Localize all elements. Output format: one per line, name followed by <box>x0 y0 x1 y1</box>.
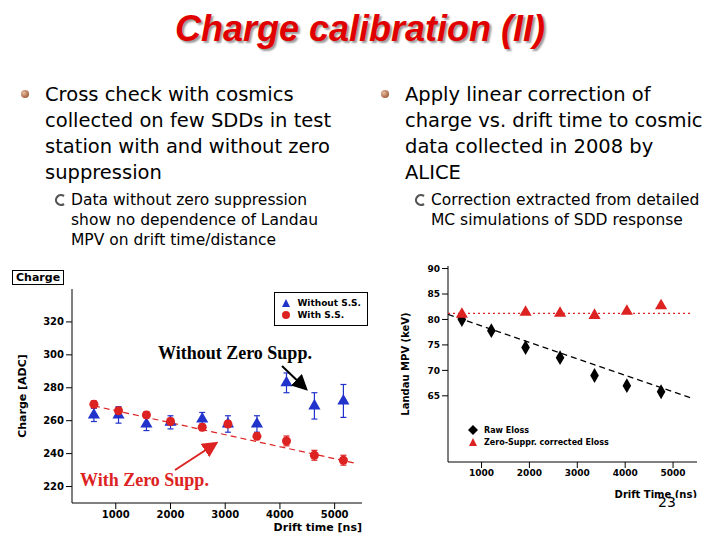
svg-text:320: 320 <box>43 316 64 327</box>
svg-text:2000: 2000 <box>517 468 542 478</box>
html-text:With Zero Supp.: With Zero Supp. <box>80 470 209 490</box>
svg-text:220: 220 <box>43 481 64 492</box>
svg-text:1000: 1000 <box>102 509 130 520</box>
html-text:Without Zero Supp.: Without Zero Supp. <box>158 343 312 363</box>
html-text:Data without zero suppression: Data without zero suppression show no de… <box>71 191 318 249</box>
svg-text:3000: 3000 <box>565 468 590 478</box>
svg-text:2000: 2000 <box>157 509 185 520</box>
svg-text:4000: 4000 <box>266 509 294 520</box>
html-text:Without S.S.: Without S.S. <box>297 298 361 308</box>
html-text:Raw Eloss: Raw Eloss <box>484 425 529 435</box>
svg-text:75: 75 <box>427 340 440 350</box>
svg-text:260: 260 <box>43 415 64 426</box>
html-text:Apply linear correction of cha: Apply linear correction of charge vs. dr… <box>405 83 703 184</box>
svg-text:Drift Time (ns): Drift Time (ns) <box>615 489 697 498</box>
svg-text:65: 65 <box>427 391 440 401</box>
html-text:Charge: Charge <box>16 271 61 284</box>
svg-text:300: 300 <box>43 349 64 360</box>
svg-text:Charge [ADC]: Charge [ADC] <box>16 354 29 438</box>
html-text:Charge calibration (II): Charge calibration (II) <box>175 8 545 49</box>
svg-text:4000: 4000 <box>613 468 638 478</box>
svg-text:80: 80 <box>427 315 440 325</box>
svg-text:240: 240 <box>43 448 64 459</box>
svg-text:85: 85 <box>427 289 440 299</box>
svg-text:5000: 5000 <box>661 468 686 478</box>
svg-text:3000: 3000 <box>211 509 239 520</box>
svg-text:90: 90 <box>427 264 440 274</box>
html-text:Correction extracted from deta: Correction extracted from detailed MC si… <box>431 191 700 229</box>
svg-text:280: 280 <box>43 382 64 393</box>
svg-text:Drift time [ns]: Drift time [ns] <box>274 521 362 534</box>
html-text:Cross check with cosmics colle: Cross check with cosmics collected on fe… <box>45 83 332 184</box>
html-text:23: 23 <box>658 494 676 510</box>
html-text:Zero-Suppr. corrected Eloss: Zero-Suppr. corrected Eloss <box>484 437 609 447</box>
html-text:With S.S.: With S.S. <box>297 310 345 320</box>
svg-text:1000: 1000 <box>469 468 494 478</box>
svg-text:5000: 5000 <box>321 509 349 520</box>
svg-text:70: 70 <box>427 366 440 376</box>
svg-text:Landau MPV (keV): Landau MPV (keV) <box>400 312 411 415</box>
